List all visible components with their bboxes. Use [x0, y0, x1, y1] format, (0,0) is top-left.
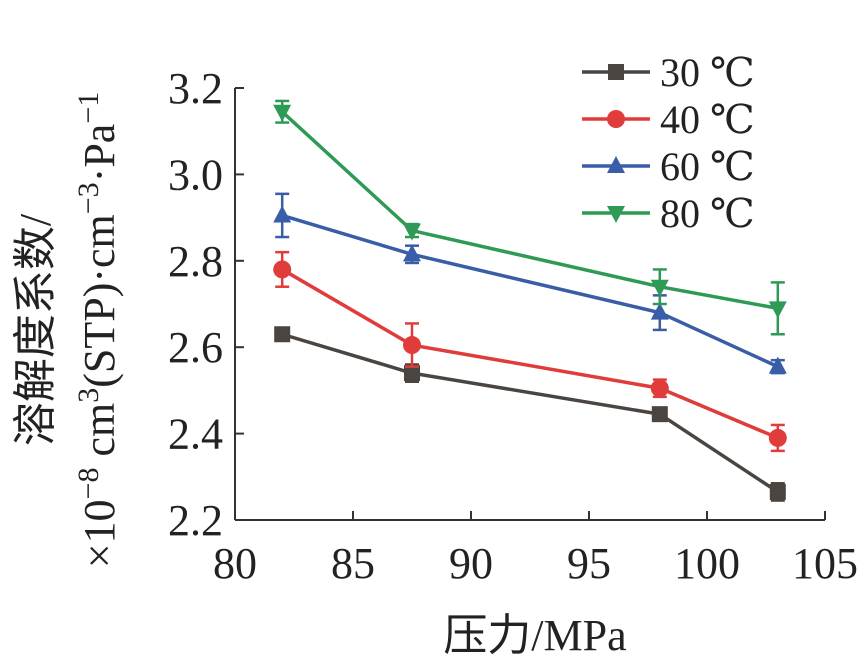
legend-label: 80 ℃ — [660, 191, 755, 236]
data-point-circle — [273, 260, 292, 279]
legend-item: 80 ℃ — [582, 191, 755, 236]
legend-item: 60 ℃ — [582, 144, 755, 189]
x-tick-label: 85 — [331, 539, 375, 588]
data-point-circle — [607, 110, 625, 128]
data-point-circle — [768, 428, 787, 447]
series-line — [281, 213, 779, 369]
data-point-circle — [403, 336, 421, 355]
axes: 80 85 90 95 100 105 2.2 2.4 2.6 2.8 3.0 3.2 — [168, 64, 858, 588]
legend-item: 40 ℃ — [582, 97, 755, 142]
data-point-triangle-up — [607, 156, 625, 173]
data-point-triangle-down — [650, 279, 669, 297]
y-axis-title-line2: ×10−8 cm3(STP)·cm−3·Pa−1 — [72, 92, 125, 569]
legend-label: 60 ℃ — [660, 144, 755, 189]
x-tick-label: 95 — [567, 539, 611, 588]
data-point-circle — [650, 379, 669, 398]
data-point-triangle-down — [607, 206, 625, 223]
x-tick-label: 105 — [792, 539, 858, 588]
data-point-triangle-down — [768, 301, 787, 319]
y-axis-title-superscript: 3 — [72, 388, 105, 403]
data-point-square — [769, 483, 786, 500]
legend-label: 40 ℃ — [660, 97, 755, 142]
y-axis-title-superscript: −3 — [72, 182, 105, 214]
y-tick-label: 2.8 — [168, 237, 223, 286]
data-point-square — [651, 406, 668, 423]
series — [273, 99, 787, 336]
series-line — [281, 332, 779, 494]
data-point-triangle-up — [650, 302, 669, 320]
data-point-triangle-up — [273, 205, 292, 223]
x-tick-label: 80 — [213, 539, 257, 588]
series-layer — [273, 99, 787, 502]
series-line — [281, 110, 779, 311]
data-point-triangle-up — [403, 244, 421, 262]
y-tick-label: 2.2 — [168, 496, 223, 545]
y-axis-title-segment: ×10 — [75, 499, 124, 568]
x-tick-label: 100 — [674, 539, 740, 588]
data-point-square — [274, 326, 291, 343]
data-point-triangle-up — [768, 356, 787, 374]
x-axis-title: 压力/MPa — [443, 611, 626, 660]
series-line — [281, 267, 779, 440]
y-axis-title-superscript: −1 — [72, 92, 105, 124]
y-tick-label: 2.4 — [168, 410, 223, 459]
legend: 30 ℃40 ℃60 ℃80 ℃ — [582, 50, 755, 236]
data-point-square — [404, 365, 420, 382]
y-tick-label: 3.2 — [168, 64, 223, 113]
y-axis-title-segment: ·Pa — [75, 124, 124, 183]
y-tick-label: 2.6 — [168, 323, 223, 372]
y-axis-title-segment: (STP)·cm — [75, 214, 124, 388]
legend-item: 30 ℃ — [582, 50, 755, 95]
series — [274, 326, 786, 502]
data-point-triangle-down — [273, 104, 292, 122]
y-tick-label: 3.0 — [168, 150, 223, 199]
legend-label: 30 ℃ — [660, 50, 755, 95]
series — [273, 250, 787, 453]
x-tick-label: 90 — [449, 539, 493, 588]
y-axis-title-segment: cm — [75, 403, 124, 468]
data-point-triangle-down — [403, 223, 421, 241]
data-point-square — [608, 64, 624, 80]
series — [273, 192, 787, 375]
y-axis-title-superscript: −8 — [72, 468, 105, 500]
y-axis-title-line1: 溶解度系数/ — [11, 213, 60, 446]
